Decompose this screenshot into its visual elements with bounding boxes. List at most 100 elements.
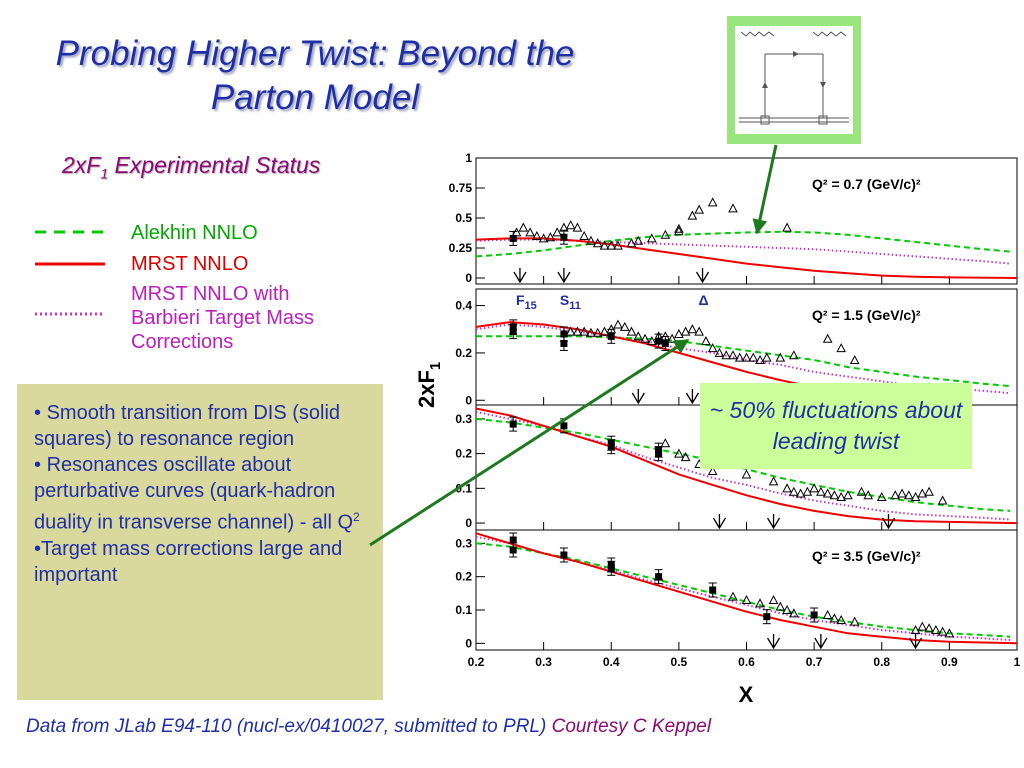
resonance-arrow (695, 268, 710, 284)
data-point-resonance (741, 594, 752, 604)
resonance-arrow (685, 389, 699, 405)
footer-source: Data from JLab E94-110 (nucl-ex/0410027,… (26, 716, 552, 737)
data-point-resonance (552, 227, 562, 237)
resonance-arrow (814, 634, 828, 650)
data-point-resonance (755, 598, 765, 608)
y-tick-label: 0.1 (455, 481, 472, 495)
data-point-resonance (619, 321, 630, 331)
x-tick-label: 0.7 (806, 655, 823, 669)
y-tick-label: 0.75 (449, 181, 473, 195)
panel-q2-label: Q² = 0.7 (GeV/c)² (812, 176, 921, 192)
data-point-resonance (775, 601, 786, 611)
data-point-resonance (565, 220, 576, 230)
data-point-resonance (836, 491, 847, 502)
legend-label-tmc: MRST NNLO with Barbieri Target Mass Corr… (131, 283, 315, 353)
resonance-arrow (712, 514, 727, 530)
data-point-resonance (660, 229, 671, 239)
data-point-resonance (897, 488, 907, 498)
data-point-resonance (829, 490, 840, 500)
data-point-resonance (707, 465, 718, 475)
data-point-resonance (626, 326, 637, 336)
resonance-label: F15 (516, 292, 537, 312)
data-point-dis (509, 420, 517, 428)
feynman-diagram-icon (739, 31, 849, 125)
y-tick-label: 0.1 (455, 603, 472, 617)
data-point-resonance (903, 490, 914, 500)
footer-note: Data from JLab E94-110 (nucl-ex/0410027,… (26, 716, 711, 738)
data-point-resonance (789, 608, 799, 618)
legend-swatches (35, 230, 105, 316)
data-point-dis (560, 422, 568, 430)
data-point-resonance (687, 210, 698, 220)
y-tick-label: 0.25 (449, 241, 473, 255)
x-tick-label: 0.8 (873, 655, 890, 669)
panel-frame (475, 529, 1018, 651)
y-tick-label: 0 (465, 636, 472, 650)
data-point-resonance (816, 486, 826, 496)
data-point-resonance (761, 352, 772, 362)
x-tick-label: 0.3 (535, 655, 552, 669)
subtitle-rest: Experimental Status (108, 152, 321, 178)
y-tick-label: 0.2 (455, 570, 472, 584)
data-point-dis (709, 586, 717, 594)
resonance-arrow (881, 514, 896, 530)
data-point-resonance (829, 613, 840, 623)
resonance-arrow (631, 389, 645, 405)
resonance-arrow (766, 514, 781, 530)
data-point-resonance (599, 326, 610, 336)
resonance-arrow (766, 634, 781, 650)
legend-label-mrst: MRST NNLO (131, 253, 249, 275)
data-point-dis (560, 339, 568, 347)
data-point-resonance (707, 343, 718, 353)
data-point-dis (560, 330, 568, 338)
resonance-arrow (557, 268, 571, 284)
data-point-resonance (674, 226, 684, 236)
x-tick-label: 0.2 (468, 655, 485, 669)
data-point-resonance (876, 491, 887, 502)
x-tick-label: 0.4 (603, 655, 620, 669)
data-point-resonance (613, 319, 623, 329)
data-point-resonance (674, 223, 684, 233)
data-point-dis (607, 564, 615, 572)
data-point-dis (509, 536, 517, 544)
resonance-labels: F15 S11 Δ (516, 292, 709, 312)
data-point-resonance (822, 488, 833, 498)
x-tick-label: 0.5 (671, 655, 688, 669)
data-point-resonance (728, 350, 738, 360)
data-point-dis (655, 450, 663, 458)
chart-panel-1: 1 0.75 0.5 0.25 0 Q² = 0.7 (GeV/c)² (449, 151, 1018, 285)
y-axis-label: 2xF1 (414, 362, 444, 408)
data-point-resonance (809, 483, 819, 493)
data-point-resonance (572, 326, 583, 336)
data-point-resonance (687, 324, 698, 334)
y-tick-label: 0.3 (455, 536, 472, 550)
data-point-resonance (782, 222, 792, 232)
data-point-resonance (836, 343, 847, 353)
data-point-resonance (599, 240, 610, 250)
data-point-resonance (768, 594, 779, 604)
data-point-resonance (694, 204, 704, 214)
data-point-resonance (910, 624, 921, 634)
y-tick-label: 0 (465, 516, 472, 530)
data-point-resonance (944, 628, 955, 638)
data-point-resonance (768, 476, 779, 486)
series-alekhin (475, 230, 1011, 258)
data-point-resonance (646, 233, 657, 243)
data-point-resonance (856, 486, 867, 496)
x-tick-label: 0.6 (738, 655, 755, 669)
resonance-label: S11 (560, 292, 581, 312)
bullet-item: • Smooth transition from DIS (solid squa… (34, 402, 341, 450)
data-point-dis (607, 443, 615, 451)
subtitle-main: 2xF (62, 152, 101, 178)
bullet-box: • Smooth transition from DIS (solid squa… (17, 384, 383, 700)
data-point-dis (509, 234, 517, 242)
panel-q2-label: Q² = 1.5 (GeV/c)² (812, 307, 921, 323)
data-point-resonance (917, 621, 928, 631)
subtitle-sub: 1 (100, 165, 109, 182)
data-point-resonance (775, 352, 786, 362)
panel-q2-label: Q² = 3.5 (GeV/c)² (812, 548, 921, 564)
y-tick-label: 0.3 (455, 412, 472, 426)
data-point-resonance (741, 352, 752, 362)
data-point-resonance (701, 336, 711, 346)
data-point-resonance (734, 352, 745, 362)
